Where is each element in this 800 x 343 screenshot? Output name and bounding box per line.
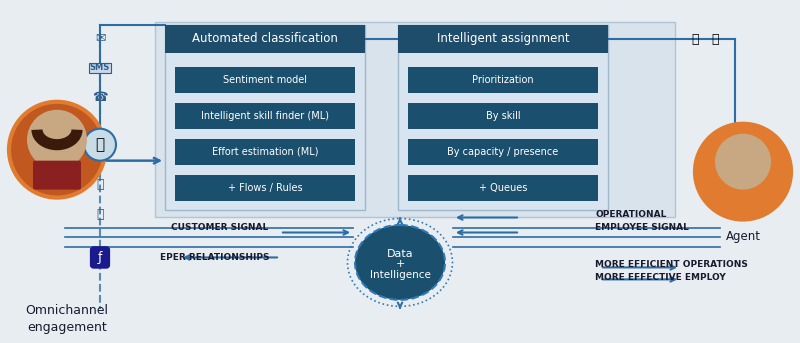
Text: SMS: SMS <box>90 63 110 72</box>
Text: 💬: 💬 <box>95 137 105 152</box>
Text: 📦: 📦 <box>96 178 104 191</box>
FancyBboxPatch shape <box>398 25 608 210</box>
FancyBboxPatch shape <box>175 175 355 201</box>
Circle shape <box>84 129 116 161</box>
Text: ☎: ☎ <box>92 91 108 104</box>
Ellipse shape <box>355 225 445 300</box>
FancyBboxPatch shape <box>408 103 598 129</box>
FancyBboxPatch shape <box>398 25 608 53</box>
Text: ✉: ✉ <box>94 32 106 44</box>
Text: 👤: 👤 <box>711 33 718 46</box>
Text: By skill: By skill <box>486 111 520 121</box>
Text: ƒ: ƒ <box>98 251 102 264</box>
Text: ⊕: ⊕ <box>94 250 106 265</box>
FancyBboxPatch shape <box>408 139 598 165</box>
Circle shape <box>695 124 791 220</box>
Text: 🐦: 🐦 <box>96 208 104 221</box>
Text: MORE EFFICIENT OPERATIONS: MORE EFFICIENT OPERATIONS <box>595 260 748 269</box>
FancyBboxPatch shape <box>165 25 365 210</box>
FancyBboxPatch shape <box>165 25 365 53</box>
FancyBboxPatch shape <box>408 67 598 93</box>
Text: Intelligent assignment: Intelligent assignment <box>437 33 570 45</box>
Text: Effort estimation (ML): Effort estimation (ML) <box>212 147 318 157</box>
Text: Data: Data <box>386 249 414 259</box>
Text: By capacity / presence: By capacity / presence <box>447 147 558 157</box>
Circle shape <box>9 102 105 198</box>
Text: Prioritization: Prioritization <box>472 75 534 85</box>
Text: EPER RELATIONSHIPS: EPER RELATIONSHIPS <box>160 253 270 262</box>
Text: Agent: Agent <box>726 229 761 243</box>
Text: EMPLOYEE SIGNAL: EMPLOYEE SIGNAL <box>595 223 689 232</box>
Circle shape <box>27 110 87 170</box>
Text: Automated classification: Automated classification <box>192 33 338 45</box>
Text: OPERATIONAL: OPERATIONAL <box>595 210 666 219</box>
Text: + Queues: + Queues <box>479 182 527 192</box>
FancyBboxPatch shape <box>155 22 675 216</box>
FancyBboxPatch shape <box>175 67 355 93</box>
Circle shape <box>715 134 771 190</box>
Text: Sentiment model: Sentiment model <box>223 75 307 85</box>
Text: CUSTOMER SIGNAL: CUSTOMER SIGNAL <box>171 223 269 232</box>
Text: MORE EFFECTIVE EMPLOY: MORE EFFECTIVE EMPLOY <box>595 273 726 282</box>
Text: Intelligence: Intelligence <box>370 270 430 281</box>
Text: Intelligent skill finder (ML): Intelligent skill finder (ML) <box>201 111 329 121</box>
FancyBboxPatch shape <box>408 175 598 201</box>
Text: +: + <box>395 259 405 270</box>
FancyBboxPatch shape <box>175 139 355 165</box>
FancyBboxPatch shape <box>175 103 355 129</box>
Text: Omnichannel
engagement: Omnichannel engagement <box>26 304 109 334</box>
Text: + Flows / Rules: + Flows / Rules <box>228 182 302 192</box>
FancyBboxPatch shape <box>33 161 81 190</box>
Text: 👤: 👤 <box>691 33 698 46</box>
